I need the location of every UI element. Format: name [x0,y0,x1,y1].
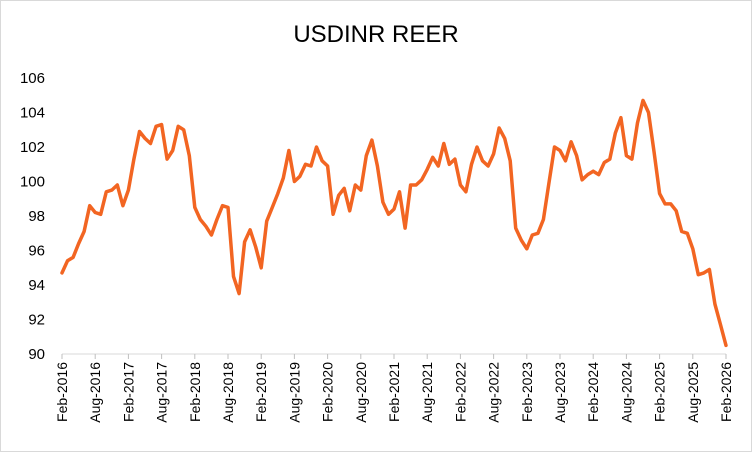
x-tick-label: Feb-2016 [54,362,70,422]
x-tick-label: Aug-2020 [353,362,369,423]
x-tick-label: Aug-2022 [486,362,502,423]
y-tick-label: 96 [28,243,45,260]
x-tick-label: Aug-2021 [419,362,435,423]
x-tick-label: Feb-2018 [187,362,203,422]
y-tick-label: 106 [20,70,45,87]
y-tick-label: 98 [28,208,45,225]
x-tick-label: Feb-2026 [718,362,734,422]
x-tick-label: Aug-2025 [685,362,701,423]
x-tick-label: Feb-2020 [320,362,336,422]
x-tick-label: Aug-2016 [87,362,103,423]
x-tick-label: Feb-2017 [120,362,136,422]
x-tick-label: Feb-2024 [585,362,601,422]
x-tick-label: Aug-2017 [154,362,170,423]
y-tick-label: 104 [20,105,45,122]
y-tick-label: 90 [28,346,45,363]
x-tick-label: Feb-2019 [253,362,269,422]
y-tick-label: 102 [20,139,45,156]
y-tick-label: 92 [28,312,45,329]
series-layer [60,98,728,348]
x-tick-label: Aug-2024 [618,362,634,423]
y-tick-label: 94 [28,277,45,294]
x-tick-label: Feb-2021 [386,362,402,422]
x-tick-label: Feb-2025 [652,362,668,422]
y-tick-label: 100 [20,174,45,191]
x-tick-label: Aug-2023 [552,362,568,423]
y-tick-labels: 90 92 94 96 98 100 102 104 106 [20,70,45,363]
x-tick-label: Feb-2023 [519,362,535,422]
x-tick-label: Feb-2022 [452,362,468,422]
x-tick-labels: Feb-2016 Aug-2016 Feb-2017 Aug-2017 Feb-2018… [54,362,734,423]
axes-layer [61,353,727,359]
series-line-reer [60,98,728,348]
x-tick-label: Aug-2019 [286,362,302,423]
chart-title: USDINR REER [293,21,459,48]
x-tick-label: Aug-2018 [220,362,236,423]
